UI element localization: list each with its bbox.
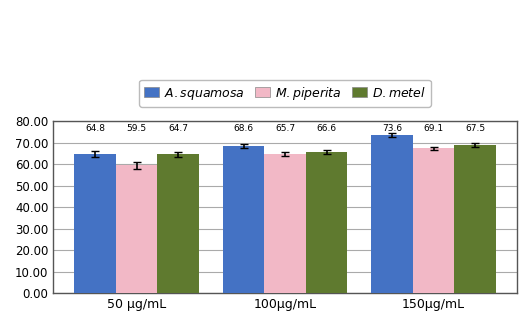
Text: 67.5: 67.5 bbox=[465, 125, 485, 133]
Bar bbox=[116, 165, 157, 293]
Text: 65.7: 65.7 bbox=[275, 125, 295, 133]
Bar bbox=[371, 135, 413, 293]
Text: 73.6: 73.6 bbox=[382, 125, 402, 133]
Bar bbox=[157, 154, 199, 293]
Bar bbox=[264, 154, 306, 293]
Text: 64.8: 64.8 bbox=[85, 125, 105, 133]
Bar bbox=[454, 145, 496, 293]
Text: 66.6: 66.6 bbox=[317, 125, 337, 133]
Bar bbox=[306, 152, 347, 293]
Bar bbox=[74, 154, 116, 293]
Text: 59.5: 59.5 bbox=[127, 125, 147, 133]
Bar bbox=[223, 146, 264, 293]
Text: 64.7: 64.7 bbox=[168, 125, 188, 133]
Bar bbox=[413, 148, 454, 293]
Text: 69.1: 69.1 bbox=[423, 125, 444, 133]
Text: 68.6: 68.6 bbox=[234, 125, 254, 133]
Legend: $\it{A. squamosa}$, $\it{M. piperita}$, $\it{D. metel}$: $\it{A. squamosa}$, $\it{M. piperita}$, … bbox=[139, 80, 431, 107]
